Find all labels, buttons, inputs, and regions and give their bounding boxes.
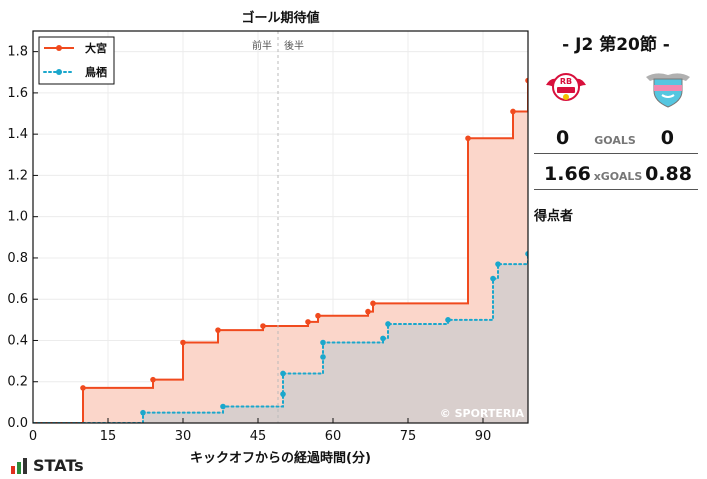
second-half-label: 後半 [284,39,304,52]
x-tick-label: 0 [29,429,37,444]
series-2-point [280,370,286,377]
legend-marker-2 [56,69,62,75]
goals-row: 0 GOALS 0 [534,127,698,154]
home-team-crest-icon: RB [546,73,586,101]
series-1-point [150,376,156,383]
x-tick-label: 45 [250,429,267,444]
series-2-point [140,409,146,416]
x-tick-label: 90 [475,429,492,444]
y-tick-label: 1.2 [7,168,28,183]
legend-label-1: 大宮 [85,41,107,55]
y-tick-label: 0.8 [7,251,28,266]
y-tick-label: 1.8 [7,45,28,60]
y-tick-label: 1.0 [7,210,28,225]
x-tick-label: 60 [325,429,342,444]
series-fill-2 [33,253,528,423]
x-axis-label: キックオフからの経過時間(分) [190,450,371,466]
series-1-point [365,308,371,315]
y-tick-label: 1.4 [7,127,28,142]
bar-chart-icon [11,458,27,474]
series-2-point [495,261,501,267]
home-goals: 0 [556,127,570,149]
series-2-point [445,317,451,323]
y-tick-label: 0.6 [7,292,28,307]
series-1-point [525,77,528,84]
y-tick-label: 0.4 [7,333,28,348]
stats-logo: STATs [10,456,84,474]
series-2-point [530,241,536,247]
plot-area [33,77,541,423]
series-2-point [525,251,528,257]
x-tick-label: 15 [100,429,117,444]
away-xgoals: 0.88 [645,163,692,185]
series-line-1 [33,79,528,423]
plot-frame [32,30,529,424]
match-title: - J2 第20節 - [562,35,670,55]
match-summary-panel: - J2 第20節 - RB 0 GOALS 0 1.66 xGOALS 0.8… [534,26,698,224]
series-line-2 [33,252,528,423]
series-2-point [220,403,226,410]
series-2-point [320,354,326,360]
home-crest-label: RB [560,77,572,86]
first-half-label: 前半 [252,39,272,52]
series-1-point [305,319,311,325]
legend-label-2: 鳥栖 [85,65,107,79]
y-tick-label: 0.0 [7,416,28,431]
series-1-point [80,385,86,391]
series-2-point [380,335,386,342]
series-1-point [315,312,321,319]
series-2-point [280,391,286,397]
y-tick-label: 0.2 [7,375,28,390]
legend-box [38,36,115,85]
x-tick-label: 30 [175,429,192,444]
scorers-label: 得点者 [534,209,574,224]
series-2-point [385,321,391,327]
chart-title: ゴール期待値 [241,10,319,26]
series-1-point [180,339,186,346]
series-1-point [370,300,376,307]
series-1-point [510,108,516,115]
team-crests: RB [534,65,698,117]
series-2-point [535,239,541,245]
xgoals-row: 1.66 xGOALS 0.88 [534,163,698,190]
home-xgoals: 1.66 [544,163,591,185]
series-1-point [260,323,266,329]
stats-logo-text: STATs [33,456,84,475]
away-team-crest-icon [646,73,690,108]
y-tick-label: 1.6 [7,86,28,101]
xgoals-label: xGOALS [593,170,643,183]
series-1-point [465,135,471,142]
x-tick-label: 75 [400,429,417,444]
series-2-point [320,339,326,346]
series-2-point [490,275,496,282]
series-1-point [215,327,221,333]
away-goals: 0 [660,127,674,149]
goals-label: GOALS [594,134,636,147]
legend-marker-1 [56,45,62,51]
watermark: © SPORTERIA [440,407,525,420]
